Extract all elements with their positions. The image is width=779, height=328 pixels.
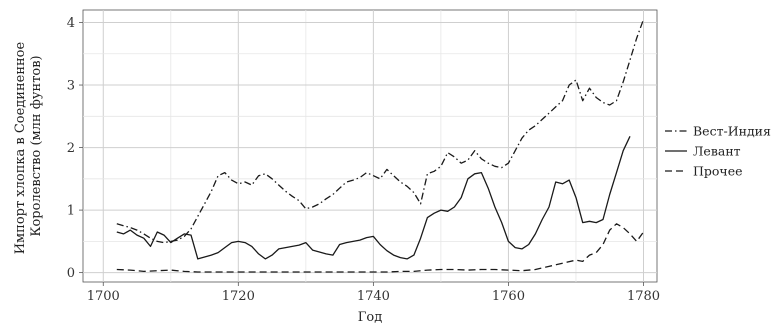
- y-tick-label: 1: [67, 204, 75, 219]
- y-axis-title-line-1: Импорт хлопка в Соединенное: [13, 42, 28, 255]
- ticks-group: 1700 1720 1740 1760 1780 0 1 2 3 4: [67, 16, 660, 304]
- y-tick-label: 3: [67, 79, 75, 94]
- y-tick-label: 0: [67, 266, 75, 281]
- legend: Вест-Индия Левант Прочее: [665, 124, 771, 179]
- x-tick-label: 1700: [87, 289, 120, 304]
- y-axis-title: Импорт хлопка в Соединенное Королевство …: [13, 38, 44, 255]
- x-tick-label: 1740: [357, 289, 390, 304]
- y-tick-label: 4: [67, 16, 75, 31]
- y-tick-label: 2: [67, 141, 75, 156]
- series-line-2: [116, 136, 631, 260]
- x-tick-label: 1760: [492, 289, 525, 304]
- y-axis-title-line-2: Королевство (млн фунтов): [29, 55, 44, 236]
- legend-label-3: Прочее: [693, 164, 743, 179]
- legend-label-2: Левант: [693, 144, 741, 159]
- x-axis-title: Год: [358, 310, 382, 325]
- legend-label-1: Вест-Индия: [693, 124, 771, 139]
- x-tick-label: 1780: [627, 289, 660, 304]
- x-tick-label: 1720: [222, 289, 255, 304]
- series-line-3: [116, 223, 645, 273]
- series-line-1: [116, 19, 645, 244]
- series-group: [116, 19, 645, 273]
